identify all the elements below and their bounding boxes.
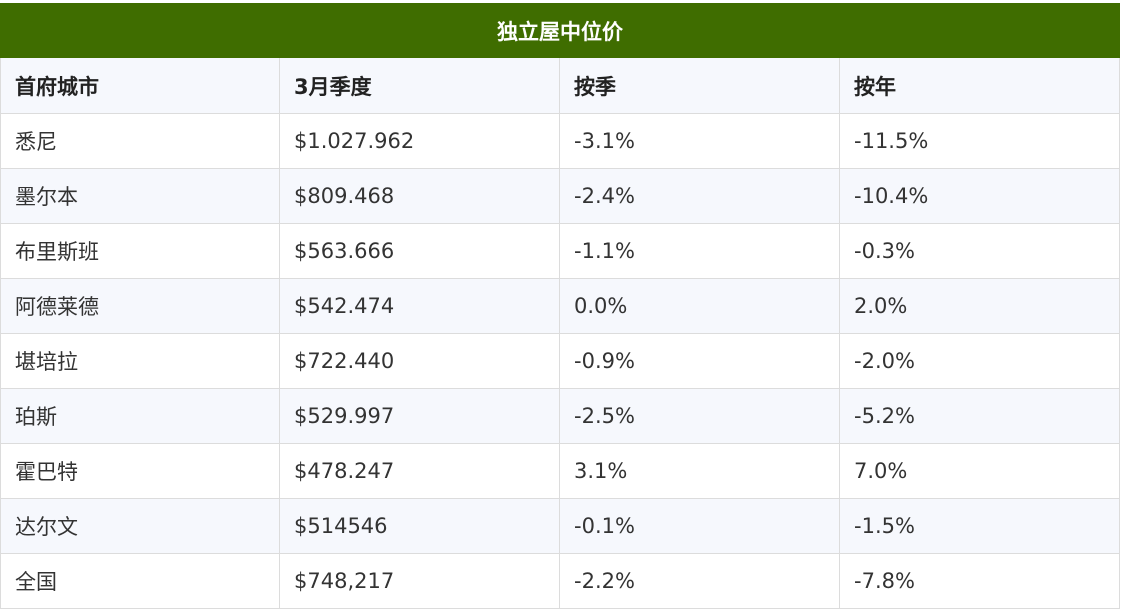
price-cell: $809.468 — [279, 168, 560, 224]
yoy-cell: -7.8% — [839, 553, 1120, 609]
price-table-container: 独立屋中位价 首府城市 3月季度 按季 按年 悉尼 $1.027.962 -3.… — [0, 3, 1120, 609]
yoy-cell: -10.4% — [839, 168, 1120, 224]
price-cell: $722.440 — [279, 333, 560, 389]
price-cell: $542.474 — [279, 278, 560, 334]
qoq-cell: -2.5% — [559, 388, 840, 444]
price-cell: $1.027.962 — [279, 113, 560, 169]
price-cell: $514546 — [279, 498, 560, 554]
yoy-cell: 2.0% — [839, 278, 1120, 334]
column-header-city: 首府城市 — [0, 57, 280, 114]
qoq-cell: -2.2% — [559, 553, 840, 609]
table-row: 霍巴特 $478.247 3.1% 7.0% — [0, 443, 1120, 499]
city-cell: 霍巴特 — [0, 443, 280, 499]
table-title-row: 独立屋中位价 — [0, 3, 1120, 58]
qoq-cell: -0.9% — [559, 333, 840, 389]
city-cell: 全国 — [0, 553, 280, 609]
yoy-cell: -1.5% — [839, 498, 1120, 554]
price-cell: $478.247 — [279, 443, 560, 499]
table-row: 全国 $748,217 -2.2% -7.8% — [0, 553, 1120, 609]
yoy-cell: -11.5% — [839, 113, 1120, 169]
city-cell: 阿德莱德 — [0, 278, 280, 334]
city-cell: 堪培拉 — [0, 333, 280, 389]
city-cell: 布里斯班 — [0, 223, 280, 279]
table-row: 布里斯班 $563.666 -1.1% -0.3% — [0, 223, 1120, 279]
yoy-cell: 7.0% — [839, 443, 1120, 499]
qoq-cell: -3.1% — [559, 113, 840, 169]
median-price-table: 独立屋中位价 首府城市 3月季度 按季 按年 悉尼 $1.027.962 -3.… — [0, 3, 1120, 609]
city-cell: 达尔文 — [0, 498, 280, 554]
table-row: 墨尔本 $809.468 -2.4% -10.4% — [0, 168, 1120, 224]
column-header-quarter: 3月季度 — [279, 57, 560, 114]
price-cell: $748,217 — [279, 553, 560, 609]
table-row: 悉尼 $1.027.962 -3.1% -11.5% — [0, 113, 1120, 169]
city-cell: 悉尼 — [0, 113, 280, 169]
qoq-cell: 0.0% — [559, 278, 840, 334]
yoy-cell: -0.3% — [839, 223, 1120, 279]
table-row: 达尔文 $514546 -0.1% -1.5% — [0, 498, 1120, 554]
price-cell: $529.997 — [279, 388, 560, 444]
city-cell: 墨尔本 — [0, 168, 280, 224]
qoq-cell: 3.1% — [559, 443, 840, 499]
city-cell: 珀斯 — [0, 388, 280, 444]
table-row: 珀斯 $529.997 -2.5% -5.2% — [0, 388, 1120, 444]
yoy-cell: -2.0% — [839, 333, 1120, 389]
qoq-cell: -2.4% — [559, 168, 840, 224]
column-header-row: 首府城市 3月季度 按季 按年 — [0, 57, 1120, 114]
column-header-yoy: 按年 — [839, 57, 1120, 114]
price-cell: $563.666 — [279, 223, 560, 279]
column-header-qoq: 按季 — [559, 57, 840, 114]
qoq-cell: -0.1% — [559, 498, 840, 554]
table-row: 阿德莱德 $542.474 0.0% 2.0% — [0, 278, 1120, 334]
yoy-cell: -5.2% — [839, 388, 1120, 444]
table-row: 堪培拉 $722.440 -0.9% -2.0% — [0, 333, 1120, 389]
qoq-cell: -1.1% — [559, 223, 840, 279]
table-title: 独立屋中位价 — [0, 3, 1120, 58]
